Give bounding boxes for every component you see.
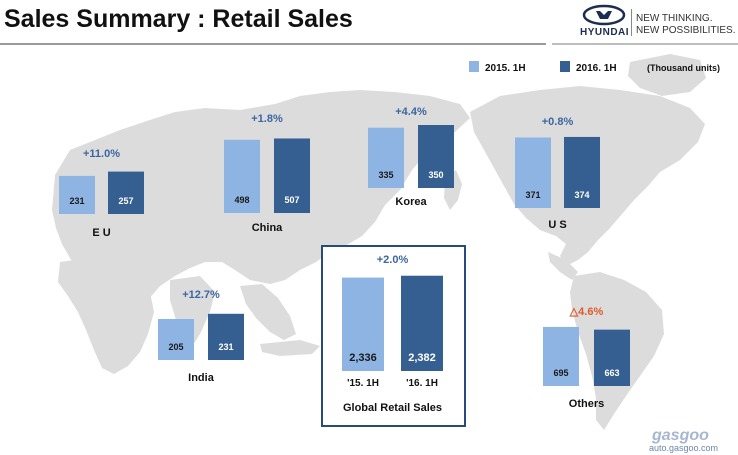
bar-u-s-2016 xyxy=(564,136,600,208)
hyundai-logo-h-icon xyxy=(596,11,612,19)
change-label-india: +12.7% xyxy=(182,289,220,301)
value-label-korea-2015: 335 xyxy=(378,170,393,180)
watermark-url: auto.gasgoo.com xyxy=(649,443,718,453)
value-label-india-2015: 205 xyxy=(168,342,183,352)
bar-india-2015 xyxy=(158,319,194,360)
region-label-e-u: E U xyxy=(92,227,110,239)
change-label-others: △4.6% xyxy=(569,306,604,318)
change-label-u-s: +0.8% xyxy=(542,116,574,128)
value-label-e-u-2015: 231 xyxy=(69,196,84,206)
bar-e-u-2015 xyxy=(59,175,95,214)
region-label-others: Others xyxy=(569,398,604,410)
hyundai-logo-icon xyxy=(582,4,626,26)
value-label-others-2016: 663 xyxy=(604,368,619,378)
legend: 2015. 1H 2016. 1H (Thousand units) xyxy=(469,61,720,74)
tagline-line-2: NEW POSSIBILITIES. xyxy=(636,25,735,36)
bar-e-u-2016 xyxy=(108,171,144,214)
legend-label-2015: 2015. 1H xyxy=(485,63,526,74)
watermark-brand: gasgoo xyxy=(651,427,709,444)
value-label-india-2016: 231 xyxy=(218,342,233,352)
bar-china-2015 xyxy=(224,139,260,213)
value-label-korea-2016: 350 xyxy=(428,170,443,180)
period-label-1: '16. 1H xyxy=(406,378,438,389)
value-label-u-s-2015: 371 xyxy=(525,190,540,200)
region-label-u-s: U S xyxy=(548,219,566,231)
bar-global-retail-sales-2015 xyxy=(342,277,384,371)
value-label-others-2015: 695 xyxy=(553,368,568,378)
region-group-china: 498 507 +1.8% China xyxy=(224,113,310,234)
bar-others-2015 xyxy=(543,326,579,386)
legend-swatch-2015 xyxy=(469,61,479,72)
value-label-china-2015: 498 xyxy=(234,195,249,205)
hyundai-logo: HYUNDAI xyxy=(580,4,629,38)
bar-global-retail-sales-2016 xyxy=(401,275,443,371)
region-group-global-retail-sales: 2,336 2,382 +2.0% '15. 1H '16. 1H Global Reta… xyxy=(342,254,443,414)
title-divider-right xyxy=(552,43,738,45)
change-label-global-retail-sales: +2.0% xyxy=(377,254,409,266)
value-label-global-retail-sales-2015: 2,336 xyxy=(349,352,377,364)
value-label-global-retail-sales-2016: 2,382 xyxy=(408,352,436,364)
region-label-korea: Korea xyxy=(395,196,427,208)
legend-label-2016: 2016. 1H xyxy=(576,63,617,74)
period-label-0: '15. 1H xyxy=(347,378,379,389)
tagline-separator xyxy=(631,9,632,36)
bar-india-2016 xyxy=(208,313,244,360)
region-label-global-retail-sales: Global Retail Sales xyxy=(343,402,442,414)
bar-u-s-2015 xyxy=(515,137,551,208)
value-label-china-2016: 507 xyxy=(284,195,299,205)
bar-others-2016 xyxy=(594,329,630,386)
tagline-line-1: NEW THINKING. xyxy=(636,13,712,24)
bar-korea-2015 xyxy=(368,127,404,188)
title-divider xyxy=(0,43,546,45)
region-group-korea: 335 350 +4.4% Korea xyxy=(368,106,454,208)
region-group-india: 205 231 +12.7% India xyxy=(158,289,244,384)
change-label-korea: +4.4% xyxy=(395,106,427,118)
bar-groups: 231 257 +11.0% E U 498 507 +1.8% China 335 350 +4.… xyxy=(59,106,630,414)
hyundai-wordmark: HYUNDAI xyxy=(580,27,629,38)
region-group-u-s: 371 374 +0.8% U S xyxy=(515,116,600,231)
bar-korea-2016 xyxy=(418,125,454,188)
change-label-china: +1.8% xyxy=(251,113,283,125)
value-label-e-u-2016: 257 xyxy=(118,196,133,206)
region-label-india: India xyxy=(188,372,215,384)
bar-china-2016 xyxy=(274,138,310,213)
page-title: Sales Summary : Retail Sales xyxy=(4,5,353,33)
region-group-e-u: 231 257 +11.0% E U xyxy=(59,148,144,239)
legend-unit: (Thousand units) xyxy=(647,63,720,73)
value-label-u-s-2016: 374 xyxy=(574,190,589,200)
change-label-e-u: +11.0% xyxy=(83,148,120,160)
region-group-others: 695 663 △4.6% Others xyxy=(543,306,630,410)
legend-swatch-2016 xyxy=(560,61,570,72)
region-label-china: China xyxy=(252,222,283,234)
